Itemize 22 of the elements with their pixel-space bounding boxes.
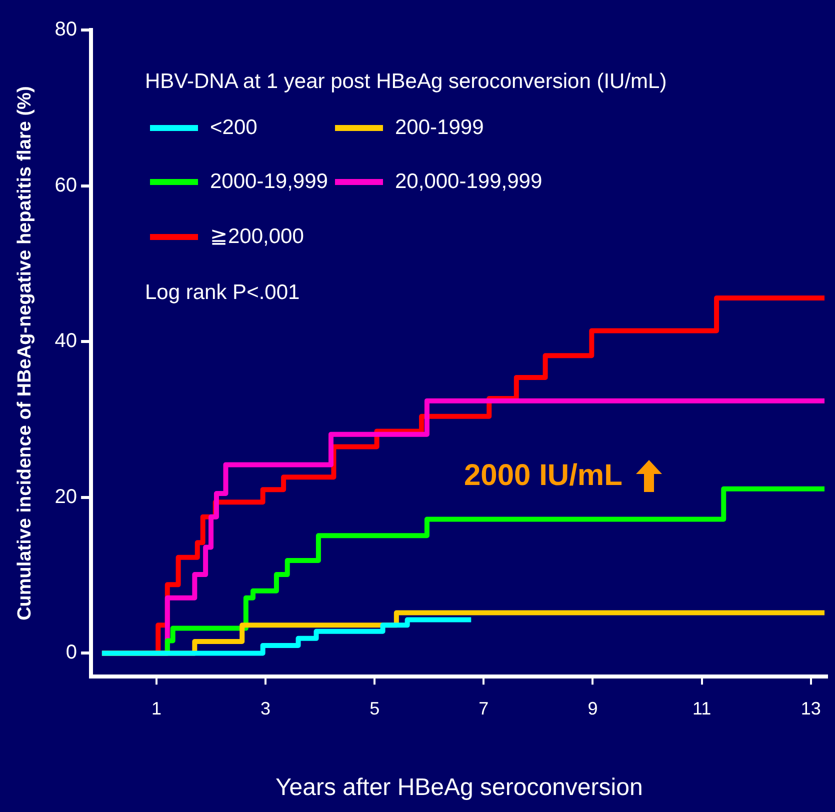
x-tick-label: 3 xyxy=(260,698,271,718)
x-tick-label: 7 xyxy=(478,698,489,718)
x-tick-label: 11 xyxy=(692,698,712,718)
x-tick-label: 1 xyxy=(151,698,162,718)
y-axis-title: Cumulative incidence of HBeAg-negative hepatitis flare (%) xyxy=(14,86,36,620)
y-tick-label: 0 xyxy=(66,642,78,664)
legend-label: ≧200,000 xyxy=(210,224,304,249)
x-tick-label: 9 xyxy=(588,698,598,718)
legend-label: 20,000-199,999 xyxy=(395,170,542,194)
annotation: Log rank P<.001 xyxy=(145,281,301,305)
x-axis-title: Years after HBeAg seroconversion xyxy=(275,774,643,802)
y-tick-label: 40 xyxy=(54,330,78,352)
legend-label: 200-1999 xyxy=(395,116,484,140)
x-tick-label: 13 xyxy=(800,698,821,718)
legend-label: <200 xyxy=(210,116,258,140)
annotation: 2000 IU/mL xyxy=(464,459,622,493)
legend-title: HBV-DNA at 1 year post HBeAg seroconversion (IU/mL) xyxy=(145,70,667,94)
legend-label: 2000-19,999 xyxy=(210,170,328,194)
x-tick-label: 5 xyxy=(370,698,380,718)
y-tick-label: 80 xyxy=(54,18,78,41)
y-tick-label: 60 xyxy=(54,174,78,196)
y-tick-label: 20 xyxy=(54,486,78,508)
